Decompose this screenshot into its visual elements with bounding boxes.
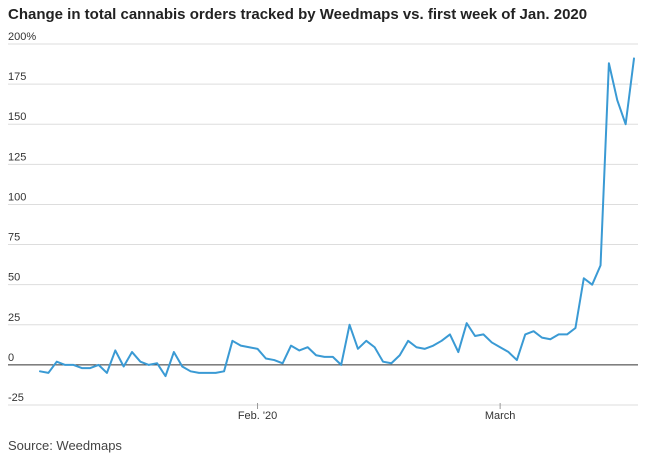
y-tick-label: 100 <box>8 191 26 203</box>
y-tick-label: 125 <box>8 151 26 163</box>
y-tick-label: -25 <box>8 392 24 404</box>
y-tick-label: 25 <box>8 312 20 324</box>
y-tick-label: 50 <box>8 272 20 284</box>
chart-title: Change in total cannabis orders tracked … <box>8 6 588 23</box>
x-tick-label: Feb. '20 <box>238 410 277 422</box>
x-axis-ticks: Feb. '20 March <box>238 403 516 422</box>
y-tick-label: 150 <box>8 111 26 123</box>
x-tick-label: March <box>485 410 516 422</box>
y-tick-label: 0 <box>8 352 14 364</box>
y-tick-label: 175 <box>8 71 26 83</box>
gridlines <box>8 43 638 406</box>
series-group <box>39 57 635 378</box>
source-note: Source: Weedmaps <box>8 438 122 453</box>
y-tick-label: 200% <box>8 31 36 43</box>
y-tick-label: 75 <box>8 232 20 244</box>
series-line <box>39 57 635 378</box>
y-axis-ticks: 200% 175 150 125 100 75 50 25 0 -25 <box>8 31 36 404</box>
